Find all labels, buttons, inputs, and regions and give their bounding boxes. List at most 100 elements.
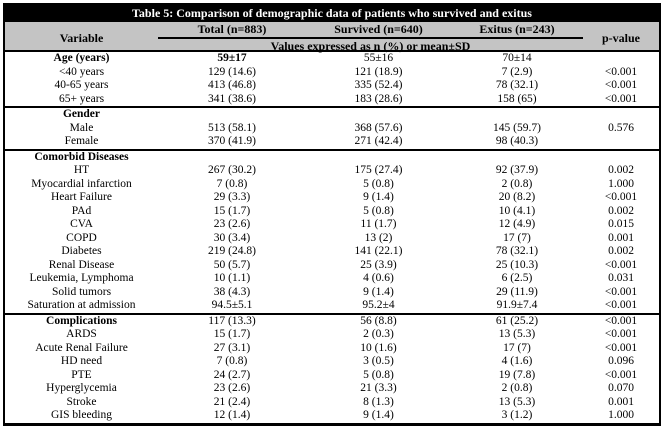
column-header-total: Total (n=883) (197, 22, 267, 36)
variable-cell: Leukemia, Lymphoma (29, 272, 134, 284)
header-group-columns: Total (n=883) Survived (n=640) Exitus (n… (158, 22, 583, 39)
section-complications: Complications 117 (13.3) 56 (8.8) 61 (25.2)… (5, 312, 659, 423)
exitus-cell: 3 (1.2) (501, 409, 533, 421)
section-gender: Gender Male 513 (58.1) 368 (57.6) 145 (59.7)… (5, 106, 659, 149)
survived-cell: 9 (1.4) (363, 191, 394, 203)
exitus-cell: 91.9±7.4 (496, 299, 538, 311)
survived-cell: 8 (1.3) (363, 395, 394, 408)
total-cell: 10 (1.1) (213, 272, 251, 284)
total-cell: 29 (3.3) (213, 191, 251, 203)
survived-cell: 13 (2) (364, 231, 393, 244)
exitus-cell: 78 (32.1) (495, 245, 539, 257)
variable-cell: PTE (71, 368, 92, 381)
variable-cell: Saturation at admission (27, 299, 136, 311)
table-row: COPD 30 (3.4) 13 (2) 17 (7) 0.001 (5, 232, 659, 246)
table-row: Saturation at admission 94.5±5.1 95.2±4 91.… (5, 299, 659, 313)
total-cell: 513 (58.1) (208, 121, 256, 134)
survived-cell: 21 (3.3) (360, 382, 397, 394)
pvalue-cell: <0.001 (604, 368, 638, 381)
pvalue-cell: 0.015 (608, 218, 634, 230)
variable-cell: Heart Failure (51, 191, 112, 203)
variable-cell: Acute Renal Failure (35, 341, 128, 354)
exitus-cell: 2 (0.8) (501, 382, 533, 394)
table-row: Heart Failure 29 (3.3) 9 (1.4) 20 (8.2) <0.0… (5, 191, 659, 205)
variable-cell: HT (73, 164, 90, 176)
variable-cell: Male (69, 121, 94, 134)
variable-cell: Myocardial infarction (31, 177, 132, 190)
pvalue-cell: <0.001 (604, 314, 638, 327)
section-comorbid-diseases: Comorbid Diseases HT 267 (30.2) 175 (27.4) 9… (5, 148, 659, 313)
variable-cell: Solid tumors (51, 285, 112, 298)
pvalue-cell: <0.001 (604, 341, 638, 354)
exitus-cell: 4 (1.6) (501, 355, 533, 367)
survived-cell (306, 151, 451, 165)
variable-cell: GIS bleeding (50, 409, 112, 421)
column-header-pvalue: p-value (601, 30, 640, 45)
survived-cell: 4 (0.6) (363, 272, 394, 284)
survived-cell: 25 (3.9) (360, 258, 397, 271)
total-cell: 7 (0.8) (216, 355, 248, 367)
exitus-cell: 19 (7.8) (498, 368, 536, 381)
exitus-cell (451, 108, 583, 122)
exitus-cell: 25 (10.3) (495, 258, 539, 271)
exitus-cell: 17 (7) (503, 341, 531, 354)
survived-cell: 175 (27.4) (354, 164, 403, 176)
total-cell: 129 (14.6) (208, 65, 256, 78)
survived-cell: 3 (0.5) (363, 355, 394, 367)
column-header-exitus: Exitus (n=243) (479, 22, 555, 36)
values-caption: Values expressed as n (%) or mean±SD (270, 39, 471, 53)
exitus-cell: 61 (25.2) (495, 314, 539, 327)
table-row: Solid tumors 38 (4.3) 9 (1.4) 29 (11.9) <0.0… (5, 286, 659, 300)
exitus-cell: 10 (4.1) (498, 204, 536, 217)
survived-cell: 5 (0.8) (363, 368, 394, 381)
pvalue-cell (583, 108, 659, 122)
total-cell: 7 (0.8) (216, 177, 248, 190)
pvalue-cell: 0.002 (608, 204, 634, 217)
total-cell: 50 (5.7) (213, 258, 251, 271)
table-row: GIS bleeding 12 (1.4) 9 (1.4) 3 (1.2) 1.000 (5, 409, 659, 423)
exitus-cell: 98 (40.3) (495, 135, 539, 147)
variable-cell: COPD (66, 231, 97, 244)
survived-cell: 183 (28.6) (354, 92, 403, 105)
survived-cell: 95.2±4 (362, 299, 395, 311)
table-row: Myocardial infarction 7 (0.8) 5 (0.8) 2 (0.… (5, 178, 659, 192)
table-row: Stroke 21 (2.4) 8 (1.3) 13 (5.3) 0.001 (5, 396, 659, 410)
survived-cell: 55±16 (363, 52, 394, 64)
table-row: Diabetes 219 (24.8) 141 (22.1) 78 (32.1) 0.0… (5, 245, 659, 259)
survived-cell: 2 (0.3) (363, 328, 394, 340)
exitus-cell: 70±14 (502, 52, 532, 64)
exitus-cell: 145 (59.7) (493, 121, 541, 134)
exitus-cell: 2 (0.8) (501, 177, 533, 190)
pvalue-cell: 0.576 (608, 121, 634, 134)
total-cell: 24 (2.7) (213, 368, 251, 381)
variable-cell: Hyperglycemia (46, 382, 117, 394)
pvalue-cell: <0.001 (604, 65, 638, 78)
pvalue-cell: 0.096 (608, 355, 634, 367)
table-row: HD need 7 (0.8) 3 (0.5) 4 (1.6) 0.096 (5, 355, 659, 369)
pvalue-cell: <0.001 (604, 92, 638, 105)
total-cell: 267 (30.2) (208, 164, 256, 176)
pvalue-cell: <0.001 (604, 299, 638, 311)
variable-cell: Complications (46, 314, 117, 327)
pvalue-cell: 0.001 (608, 231, 634, 244)
variable-cell: 65+ years (58, 92, 105, 105)
pvalue-cell: <0.001 (604, 285, 638, 298)
column-header-survived: Survived (n=640) (334, 22, 423, 36)
survived-cell: 5 (0.8) (363, 204, 394, 217)
total-cell: 59±17 (217, 52, 247, 64)
table-body: Age (years) 59±17 55±16 70±14 <40 years 129 (… (5, 52, 659, 423)
table-row: Hyperglycemia 23 (2.6) 21 (3.3) 2 (0.8) 0.07… (5, 382, 659, 396)
survived-cell: 11 (1.7) (360, 218, 397, 230)
variable-cell: Gender (62, 108, 101, 120)
table-row: 40-65 years 413 (46.8) 335 (52.4) 78 (32.1)… (5, 79, 659, 93)
total-cell: 21 (2.4) (213, 395, 251, 408)
table-row: Comorbid Diseases (5, 151, 659, 165)
pvalue-cell: <0.001 (604, 328, 638, 340)
table-row: HT 267 (30.2) 175 (27.4) 92 (37.9) 0.002 (5, 164, 659, 178)
variable-cell: HD need (60, 355, 103, 367)
table-row: CVA 23 (2.6) 11 (1.7) 12 (4.9) 0.015 (5, 218, 659, 232)
table-row: Male 513 (58.1) 368 (57.6) 145 (59.7) 0.576 (5, 122, 659, 136)
total-cell: 341 (38.6) (208, 92, 256, 105)
survived-cell: 9 (1.4) (363, 285, 394, 298)
